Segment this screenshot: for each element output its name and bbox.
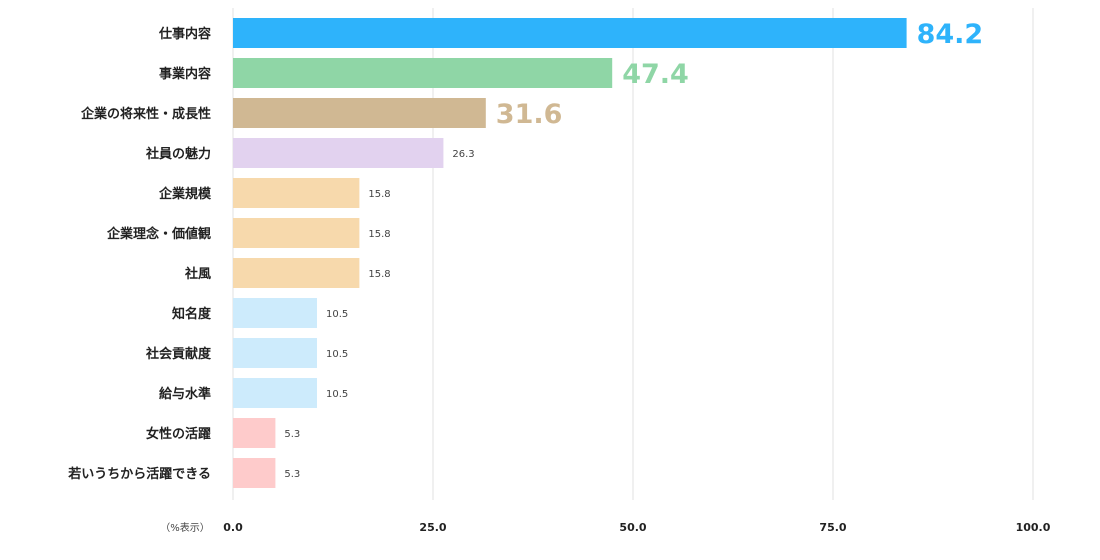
x-axis-ticks: 0.0 25.0 50.0 75.0 100.0 — [223, 521, 1050, 534]
value-label-6: 15.8 — [368, 269, 390, 280]
bar-9 — [233, 378, 317, 408]
bar-5 — [233, 218, 360, 248]
bar-0 — [233, 18, 907, 48]
value-label-4: 15.8 — [368, 189, 390, 200]
bars — [233, 18, 907, 488]
category-label-7: 知名度 — [172, 306, 212, 322]
value-label-2: 31.6 — [496, 99, 563, 130]
category-label-4: 企業規模 — [158, 186, 212, 202]
bar-2 — [233, 98, 486, 128]
bar-4 — [233, 178, 360, 208]
x-tick-label-3: 75.0 — [819, 521, 846, 534]
value-label-7: 10.5 — [326, 309, 348, 320]
value-label-10: 5.3 — [284, 429, 300, 440]
value-label-0: 84.2 — [917, 19, 984, 50]
category-label-5: 企業理念・価値観 — [106, 226, 211, 242]
value-label-8: 10.5 — [326, 349, 348, 360]
value-label-1: 47.4 — [622, 59, 689, 90]
category-label-3: 社員の魅力 — [145, 146, 211, 162]
category-label-1: 事業内容 — [159, 66, 211, 82]
category-labels: 仕事内容事業内容企業の将来性・成長性社員の魅力企業規模企業理念・価値観社風知名度… — [67, 26, 212, 482]
x-tick-label-1: 25.0 — [419, 521, 446, 534]
bar-11 — [233, 458, 276, 488]
x-tick-label-4: 100.0 — [1016, 521, 1051, 534]
category-label-11: 若いうちから活躍できる — [67, 466, 211, 482]
unit-note: （%表示） — [160, 521, 210, 534]
value-labels: 84.2 47.4 31.6 26.3 15.8 15.8 15.8 10.5 10.5 10.5… — [284, 19, 983, 480]
category-label-6: 社風 — [184, 266, 211, 282]
bar-6 — [233, 258, 360, 288]
x-tick-label-2: 50.0 — [619, 521, 646, 534]
bar-8 — [233, 338, 317, 368]
bar-1 — [233, 58, 613, 88]
category-label-9: 給与水準 — [159, 386, 211, 402]
bar-7 — [233, 298, 317, 328]
category-label-2: 企業の将来性・成長性 — [80, 106, 211, 122]
category-label-10: 女性の活躍 — [146, 426, 211, 442]
bar-3 — [233, 138, 444, 168]
value-label-5: 15.8 — [368, 229, 390, 240]
value-label-3: 26.3 — [452, 149, 474, 160]
category-label-0: 仕事内容 — [158, 26, 211, 42]
category-label-8: 社会貢献度 — [145, 346, 212, 362]
value-label-9: 10.5 — [326, 389, 348, 400]
x-tick-label-0: 0.0 — [223, 521, 243, 534]
bar-10 — [233, 418, 276, 448]
value-label-11: 5.3 — [284, 469, 300, 480]
